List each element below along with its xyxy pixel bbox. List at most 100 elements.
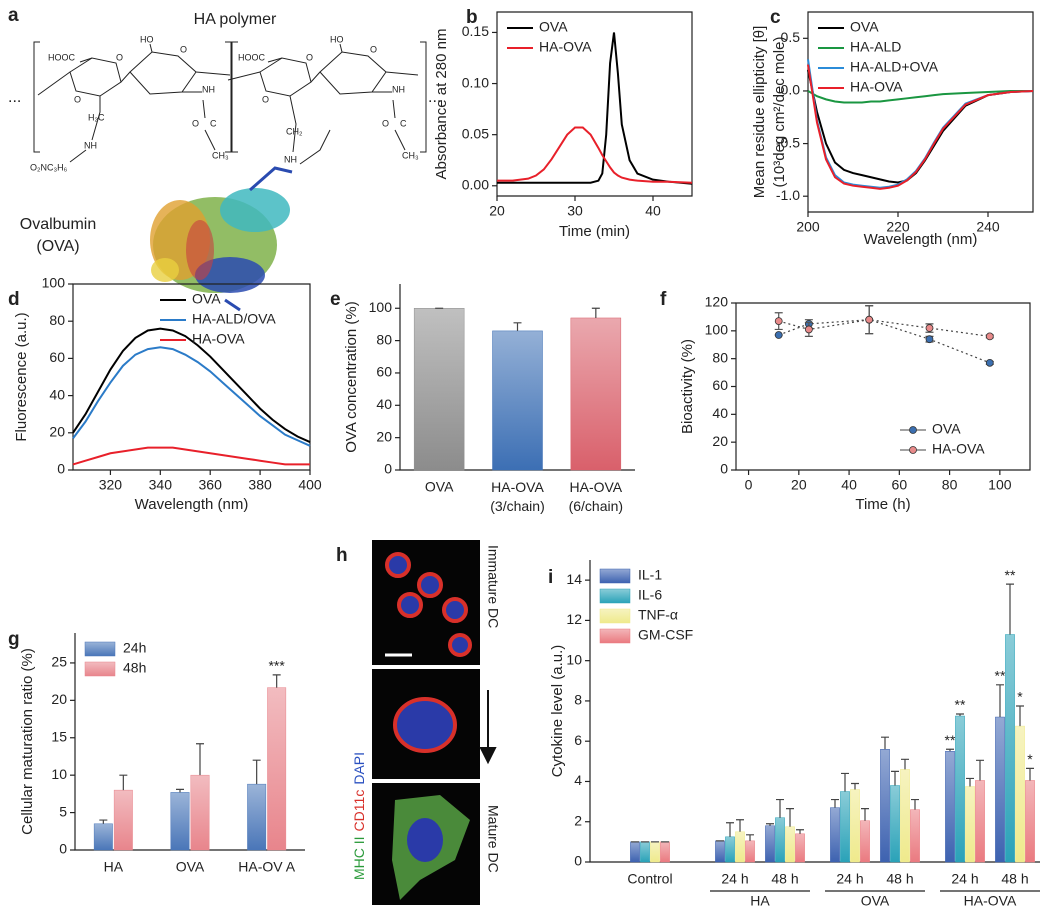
point	[925, 324, 934, 332]
bar	[93, 823, 113, 851]
x-tick-label: 80	[942, 477, 958, 493]
atom-label: H₂C	[88, 112, 105, 122]
y-axis-label: Absorbance at 280 nm	[433, 29, 450, 180]
significance: **	[945, 732, 956, 748]
y-axis-label: Cellular maturation ratio (%)	[19, 648, 36, 835]
y-tick-label: 12	[566, 611, 582, 627]
significance: *	[1017, 689, 1023, 705]
axis-frame	[496, 11, 693, 197]
error-bar	[786, 808, 794, 827]
cell	[442, 597, 468, 623]
bar	[735, 831, 745, 863]
axis-frame	[72, 283, 311, 471]
legend-marker	[909, 426, 917, 434]
y-tick-label: 25	[51, 654, 67, 670]
bar	[840, 791, 850, 863]
helix	[151, 258, 179, 282]
atom-label: O	[192, 118, 199, 128]
bar	[725, 836, 735, 863]
x-tick-label: 400	[298, 477, 322, 493]
error-bar	[746, 834, 754, 841]
legend-label: HA-OVA	[192, 331, 245, 347]
error-bar	[976, 759, 984, 781]
y-axis-label: Cytokine level (a.u.)	[549, 645, 566, 778]
y-tick-label: 15	[51, 728, 67, 744]
atom-label: NH	[392, 84, 405, 94]
legend-label: HA-OVA	[932, 441, 985, 457]
error-bar	[1006, 583, 1014, 635]
x-tick-label: 20	[791, 477, 807, 493]
chart-bar: 0 5 10 15 20 25 Cellular maturation ratio (%) *…	[19, 633, 305, 875]
cell	[393, 697, 457, 753]
error-bar	[841, 772, 849, 792]
y-tick-label: 20	[712, 433, 728, 449]
bar	[745, 840, 755, 863]
x-axis-label: Wavelength (nm)	[864, 231, 978, 248]
x-tick-label: 200	[796, 219, 820, 235]
x-tick-label: 40	[841, 477, 857, 493]
atom-label: O	[306, 52, 313, 62]
state-label: Mature DC	[485, 805, 501, 873]
bonds	[37, 43, 419, 165]
y-axis-label: (10³deg cm²/dec mole)	[771, 37, 788, 188]
y-tick-label: 5	[59, 803, 67, 819]
y-tick-label: 0	[574, 853, 582, 869]
microscopy	[372, 540, 497, 905]
atom-label: HOOC	[48, 52, 76, 62]
atom-label: O	[74, 94, 81, 104]
bar	[267, 687, 287, 851]
y-tick-label: 40	[49, 386, 65, 402]
bar	[413, 308, 465, 471]
y-tick-label: 60	[376, 364, 392, 380]
error-bar	[966, 777, 974, 787]
bar	[1025, 780, 1035, 863]
y-tick-label: 8	[574, 692, 582, 708]
bar	[830, 807, 840, 863]
stain: CD11c	[351, 790, 367, 832]
line	[807, 64, 1034, 190]
error-bar	[726, 822, 734, 837]
x-tick-label: 24 h	[951, 871, 978, 887]
axis-frame	[735, 302, 1031, 471]
error-bar	[911, 798, 919, 810]
y-tick-label: 4	[574, 772, 582, 788]
legend-label: OVA	[539, 19, 568, 35]
cell	[448, 633, 472, 657]
y-tick-label: 14	[566, 571, 582, 587]
bar	[660, 841, 670, 863]
point	[925, 335, 934, 344]
panel-label: h	[336, 545, 348, 566]
y-tick-label: 0.15	[462, 23, 489, 39]
error-bar	[796, 829, 804, 834]
bar	[850, 789, 860, 863]
legend-label: TNF-α	[638, 607, 678, 623]
x-tick-label: 48 h	[771, 871, 798, 887]
x-tick-label: 60	[892, 477, 908, 493]
bar	[975, 780, 985, 863]
chart-line: 0 20 40 60 80 100 320 340 360 380 400 Wavelength (n…	[13, 275, 322, 513]
error-bar	[891, 770, 899, 786]
protein-label: Ovalbumin	[20, 216, 96, 233]
group-label: HA	[750, 893, 770, 909]
x-tick-label: OVA	[425, 479, 454, 495]
chart-bar: 0 20 40 60 80 100 OVA concentration (%) OVA HA-O…	[343, 284, 635, 514]
y-tick-label: 100	[42, 275, 66, 291]
brackets	[33, 41, 427, 153]
atom-label: O₂NC₃H₆	[30, 162, 68, 172]
error-bar	[196, 743, 204, 776]
atom-label: HO	[330, 34, 344, 44]
cell	[397, 592, 423, 618]
error-bar	[272, 674, 281, 688]
bar	[570, 317, 622, 471]
bar	[1005, 634, 1015, 863]
bar	[890, 785, 900, 863]
x-tick-label: 340	[149, 477, 173, 493]
legend-label: HA-ALD+OVA	[850, 59, 939, 75]
significance: **	[955, 697, 966, 713]
error-bar	[831, 798, 839, 808]
atom-label: HOOC	[238, 52, 266, 62]
legend-swatch	[84, 641, 116, 657]
ellipsis: ...	[428, 89, 441, 106]
y-tick-label: 80	[376, 331, 392, 347]
